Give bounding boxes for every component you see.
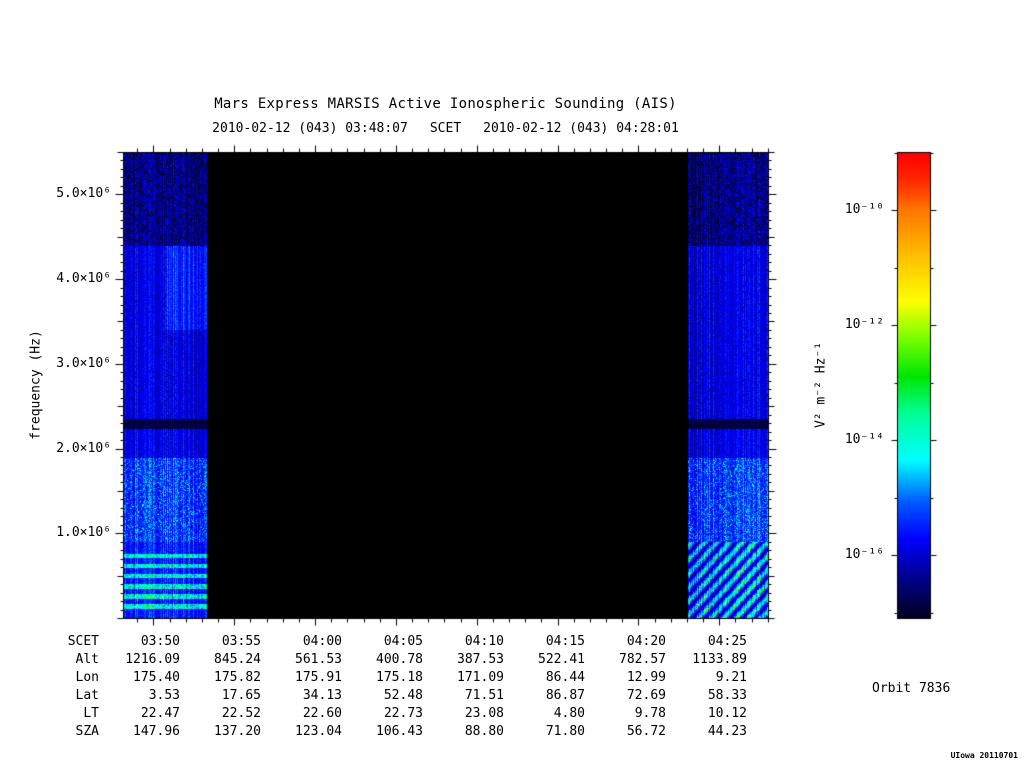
table-cell: 22.73: [383, 706, 423, 721]
table-cell: 3.53: [148, 688, 180, 703]
table-cell: 175.91: [295, 670, 342, 685]
table-cell: 10.12: [707, 706, 747, 721]
table-row-label: SCET: [67, 634, 99, 649]
table-cell: 12.99: [626, 670, 666, 685]
ephemeris-table: SCET 03:50 03:55 04:00 04:05 04:10 04:15 04:20 0…: [20, 633, 747, 741]
scet-axis-label: SCET: [429, 121, 462, 136]
credit-label: UIowa 20110701: [950, 751, 1018, 760]
table-row-label: SZA: [75, 724, 99, 739]
table-cell: 03:55: [221, 634, 261, 649]
table-cell: 58.33: [707, 688, 747, 703]
chart-title: Mars Express MARSIS Active Ionospheric S…: [214, 96, 677, 112]
table-cell: 106.43: [376, 724, 423, 739]
table-cell: 72.69: [626, 688, 666, 703]
table-cell: 86.44: [545, 670, 585, 685]
table-cell: 04:25: [707, 634, 747, 649]
table-row-label: Lon: [75, 670, 99, 685]
y-tick-label: 3.0×10⁶: [56, 356, 111, 371]
colorbar-tick-label: 10⁻¹⁶: [844, 547, 884, 562]
y-tick-label: 2.0×10⁶: [56, 441, 111, 456]
y-axis-label: frequency (Hz): [28, 330, 44, 440]
orbit-label: Orbit 7836: [872, 681, 951, 696]
colorbar-tick-label: 10⁻¹⁰: [844, 202, 884, 217]
table-cell: 86.87: [545, 688, 585, 703]
table-cell: 175.18: [376, 670, 423, 685]
table-cell: 44.23: [707, 724, 747, 739]
table-cell: 845.24: [214, 652, 261, 667]
table-cell: 04:05: [383, 634, 423, 649]
colorbar-tick-label: 10⁻¹⁴: [844, 432, 884, 447]
y-tick-label: 1.0×10⁶: [56, 525, 111, 540]
table-cell: 4.80: [553, 706, 585, 721]
table-cell: 9.78: [634, 706, 666, 721]
table-cell: 04:15: [545, 634, 585, 649]
table-cell: 52.48: [383, 688, 423, 703]
subtitle: 2010-02-12 (043) 03:48:07 SCET 2010-02-1…: [123, 121, 768, 136]
table-cell: 782.57: [619, 652, 666, 667]
table-cell: 04:20: [626, 634, 666, 649]
table-cell: 137.20: [214, 724, 261, 739]
table-cell: 22.60: [302, 706, 342, 721]
scet-end-time: 2010-02-12 (043) 04:28:01: [483, 121, 679, 136]
table-cell: 22.47: [140, 706, 180, 721]
table-cell: 88.80: [464, 724, 504, 739]
table-cell: 147.96: [133, 724, 180, 739]
table-cell: 175.40: [133, 670, 180, 685]
y-tick-label: 4.0×10⁶: [56, 271, 111, 286]
table-cell: 175.82: [214, 670, 261, 685]
colorbar-unit-label: V² m⁻² Hz⁻¹: [813, 341, 829, 429]
table-cell: 22.52: [221, 706, 261, 721]
table-cell: 56.72: [626, 724, 666, 739]
scet-start-time: 2010-02-12 (043) 03:48:07: [212, 121, 408, 136]
table-cell: 1133.89: [692, 652, 747, 667]
table-cell: 04:00: [302, 634, 342, 649]
table-cell: 71.80: [545, 724, 585, 739]
table-cell: 561.53: [295, 652, 342, 667]
table-cell: 71.51: [464, 688, 504, 703]
table-cell: 400.78: [376, 652, 423, 667]
table-cell: 34.13: [302, 688, 342, 703]
table-cell: 123.04: [295, 724, 342, 739]
table-cell: 04:10: [464, 634, 504, 649]
table-row-label: LT: [83, 706, 99, 721]
table-row-label: Lat: [75, 688, 99, 703]
table-cell: 23.08: [464, 706, 504, 721]
table-cell: 1216.09: [125, 652, 180, 667]
table-cell: 9.21: [715, 670, 747, 685]
table-row-label: Alt: [75, 652, 99, 667]
table-cell: 522.41: [538, 652, 585, 667]
table-cell: 17.65: [221, 688, 261, 703]
y-tick-label: 5.0×10⁶: [56, 186, 111, 201]
colorbar-tick-label: 10⁻¹²: [844, 317, 884, 332]
table-cell: 171.09: [457, 670, 504, 685]
table-cell: 387.53: [457, 652, 504, 667]
table-cell: 03:50: [140, 634, 180, 649]
